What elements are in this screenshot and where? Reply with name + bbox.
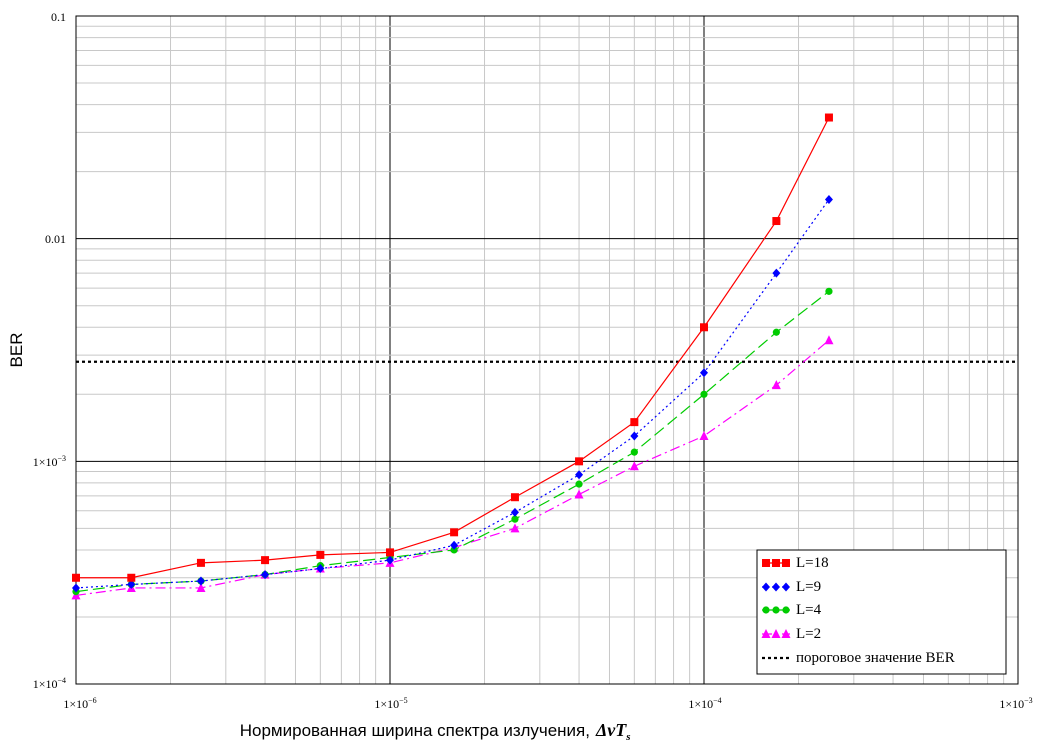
- legend-marker-l4: [772, 606, 780, 614]
- legend-label-l4: L=4: [796, 602, 822, 618]
- y-tick-label-1e-3: 1×10−3: [33, 454, 66, 469]
- data-point-l2: [629, 461, 639, 471]
- legend-label-l2: L=2: [796, 626, 821, 642]
- x-tick-label-1e-3: 1×10−3: [999, 696, 1032, 711]
- data-point-l18: [510, 493, 519, 502]
- data-point-l2: [574, 489, 584, 499]
- legend-marker-l2: [761, 629, 771, 638]
- legend-samples: [761, 559, 791, 660]
- legend-label-l9: L=9: [796, 579, 821, 595]
- data-point-l2: [196, 582, 206, 592]
- x-tick-labels: 1×10−6 1×10−5 1×10−4 1×10−3: [63, 696, 1032, 711]
- legend-marker-l9: [762, 582, 770, 592]
- series-line-l18: [76, 117, 830, 579]
- x-tick-label-1e-5: 1×10−5: [374, 696, 407, 711]
- plot-frame: [75, 15, 1019, 685]
- data-point-l4: [450, 546, 458, 554]
- legend-marker-l2: [771, 629, 781, 638]
- data-point-l9: [316, 564, 325, 574]
- series-line-l2: [75, 339, 830, 596]
- data-point-l2: [699, 430, 709, 440]
- legend-marker-l2: [781, 629, 791, 638]
- data-point-l9: [72, 583, 80, 593]
- data-point-l18: [630, 418, 639, 427]
- data-point-l9: [196, 576, 205, 586]
- legend-label-threshold: пороговое значение BER: [796, 650, 955, 666]
- data-point-l9: [450, 540, 459, 550]
- legend-marker-l9: [782, 582, 790, 592]
- data-point-l4: [575, 480, 583, 488]
- legend-marker-l4: [762, 606, 770, 614]
- data-point-l9: [261, 570, 270, 580]
- legend-marker-l18: [762, 559, 770, 567]
- y-axis-title: BER: [7, 333, 26, 368]
- data-point-l9: [575, 470, 584, 480]
- data-point-l18: [316, 550, 325, 559]
- legend-marker-l9: [772, 582, 780, 592]
- y-tick-label-1e-4: 1×10−4: [33, 676, 66, 691]
- data-point-l18: [575, 457, 584, 466]
- x-axis-title: Нормированная ширина спектра излучения,: [240, 721, 590, 740]
- series-l2: [71, 335, 834, 600]
- data-point-l18: [72, 573, 80, 582]
- data-point-l4: [772, 328, 780, 336]
- series-l4: [72, 287, 833, 596]
- data-point-l9: [127, 579, 136, 589]
- data-point-l9: [510, 507, 519, 517]
- data-point-l18: [824, 113, 833, 122]
- x-axis-symbol: ΔνTs: [595, 720, 631, 743]
- data-point-l18: [127, 573, 136, 582]
- data-point-l4: [630, 448, 638, 456]
- data-point-l2: [824, 335, 834, 345]
- data-point-l9: [700, 368, 708, 378]
- y-tick-label-0.1: 0.1: [51, 10, 66, 24]
- data-point-l9: [824, 194, 833, 204]
- data-point-l18: [450, 528, 459, 537]
- data-point-l4: [511, 515, 519, 523]
- y-tick-label-0.01: 0.01: [45, 232, 66, 246]
- data-point-l4: [700, 390, 708, 398]
- data-point-l18: [772, 217, 781, 226]
- legend: L=18 L=9 L=4 L=2 пороговое значение BER: [756, 549, 1007, 675]
- legend-box: [756, 549, 1007, 675]
- series-l9: [72, 194, 833, 593]
- legend-marker-l4: [782, 606, 790, 614]
- legend-marker-l18: [782, 559, 790, 567]
- data-point-l2: [771, 380, 781, 390]
- x-tick-label-1e-6: 1×10−6: [63, 696, 96, 711]
- data-point-l2: [510, 523, 520, 533]
- data-point-l4: [825, 287, 833, 295]
- x-tick-label-1e-4: 1×10−4: [688, 696, 721, 711]
- data-point-l9: [630, 431, 639, 441]
- data-point-l18: [700, 323, 708, 332]
- series-layer: [71, 113, 834, 600]
- legend-label-l18: L=18: [796, 555, 829, 571]
- data-point-l18: [261, 556, 270, 565]
- data-point-l18: [196, 558, 205, 567]
- data-point-l18: [386, 548, 394, 557]
- data-point-l9: [386, 555, 394, 565]
- series-l18: [72, 113, 833, 582]
- data-point-l9: [772, 268, 781, 278]
- legend-marker-l18: [772, 559, 780, 567]
- y-tick-labels: 1×10−4 1×10−3 0.01 0.1: [33, 10, 66, 691]
